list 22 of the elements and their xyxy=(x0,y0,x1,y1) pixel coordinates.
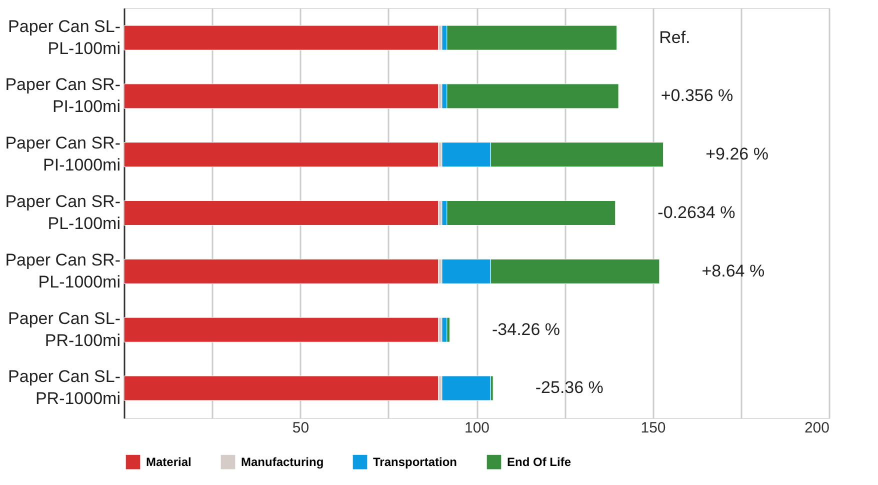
annotation: -25.36 % xyxy=(535,378,604,398)
annotation: Ref. xyxy=(659,28,690,47)
annotation: +9.26 % xyxy=(706,144,768,164)
annotation: -34.26 % xyxy=(492,320,560,339)
x-tick-label: 100 xyxy=(464,420,490,436)
y-tick-label: Paper Can SR-PL-100mi xyxy=(5,192,120,233)
annotation: -0.2634 % xyxy=(658,203,736,222)
y-tick-label: Paper Can SL-PR-100mi xyxy=(8,308,120,350)
annotation: +8.64 % xyxy=(702,261,765,280)
legend-label: Manufacturing xyxy=(241,455,324,470)
legend-label: Material xyxy=(146,455,192,470)
y-tick-label: Paper Can SR-PI-1000mi xyxy=(5,134,120,175)
y-tick-label: Paper Can SL-PR-1000mi xyxy=(8,367,120,408)
y-tick-label: Paper Can SR-PL-1000mi xyxy=(5,250,120,292)
annotation: +0.356 % xyxy=(660,86,734,106)
x-tick-label: 150 xyxy=(640,420,666,436)
x-tick-label: 200 xyxy=(804,420,830,436)
y-tick-label: Paper Can SR-PI-100mi xyxy=(5,75,120,116)
x-tick-label: 50 xyxy=(292,420,310,436)
y-tick-label: Paper Can SL-PL-100mi xyxy=(8,16,120,58)
legend-label: End Of Life xyxy=(507,455,572,470)
legend-label: Transportation xyxy=(373,455,458,470)
